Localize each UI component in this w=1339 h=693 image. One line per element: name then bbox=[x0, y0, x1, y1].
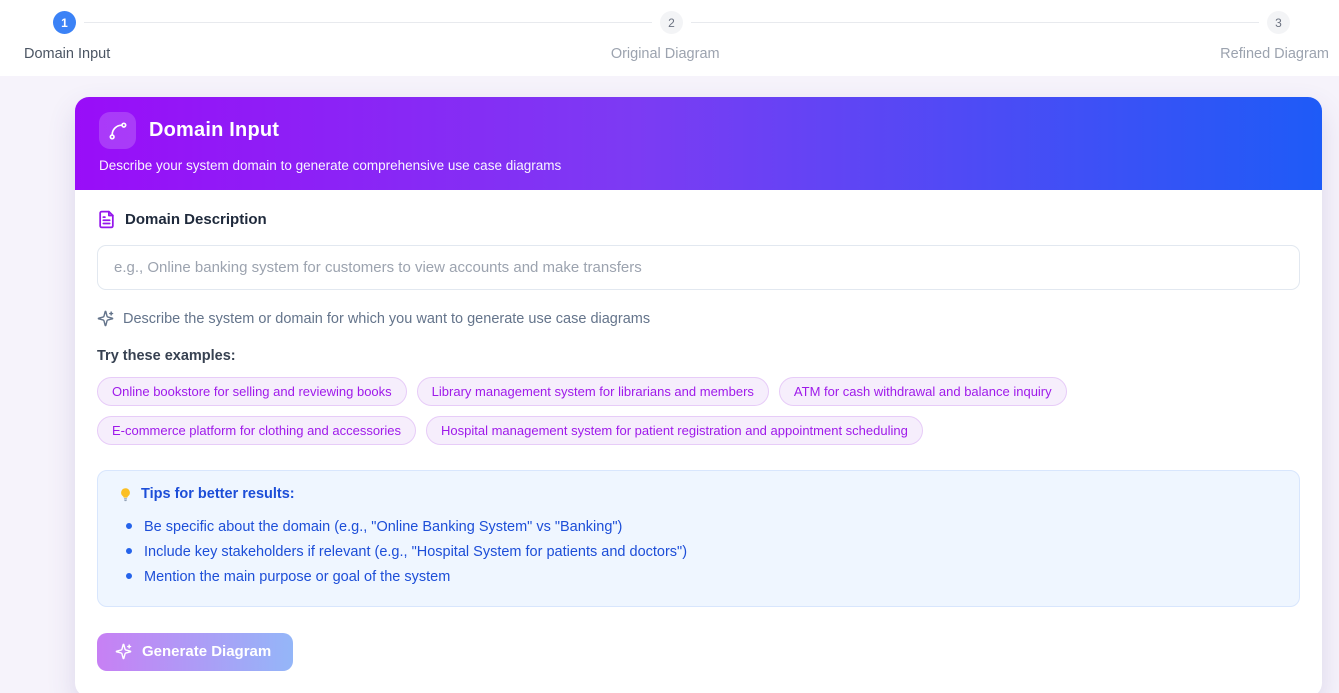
bullet-dot bbox=[126, 572, 132, 579]
lightbulb-icon bbox=[118, 487, 133, 502]
bullet-dot bbox=[126, 547, 132, 554]
step-connector bbox=[84, 22, 652, 23]
step-label-refined-diagram: Refined Diagram bbox=[1220, 46, 1329, 62]
sparkles-icon bbox=[115, 643, 132, 660]
card-subtitle: Describe your system domain to generate … bbox=[99, 158, 562, 173]
stepper-labels: Domain Input Original Diagram Refined Di… bbox=[0, 34, 1339, 62]
tips-heading: Tips for better results: bbox=[141, 486, 295, 502]
card-body: Domain Description Describe the system o… bbox=[75, 190, 1322, 693]
domain-description-input[interactable] bbox=[97, 245, 1300, 290]
card-title: Domain Input bbox=[149, 119, 280, 141]
example-chip-bookstore[interactable]: Online bookstore for selling and reviewi… bbox=[97, 377, 407, 406]
header-icon-box bbox=[99, 112, 136, 149]
step-circle-domain-input: 1 bbox=[53, 11, 76, 34]
helper-text: Describe the system or domain for which … bbox=[123, 310, 651, 327]
document-icon bbox=[97, 210, 116, 229]
tips-list: Be specific about the domain (e.g., "Onl… bbox=[118, 514, 1279, 589]
step-label-original-diagram: Original Diagram bbox=[610, 46, 720, 62]
wizard-stepper: 1 2 3 Domain Input Original Diagram Refi… bbox=[0, 0, 1339, 76]
tip-item: Be specific about the domain (e.g., "Onl… bbox=[118, 514, 1279, 539]
step-connector bbox=[691, 22, 1259, 23]
example-chip-hospital[interactable]: Hospital management system for patient r… bbox=[426, 416, 923, 445]
bullet-dot bbox=[126, 522, 132, 529]
generate-button-label: Generate Diagram bbox=[142, 643, 272, 660]
card-header: Domain Input Describe your system domain… bbox=[75, 97, 1322, 190]
tip-item: Include key stakeholders if relevant (e.… bbox=[118, 539, 1279, 564]
generate-diagram-button[interactable]: Generate Diagram bbox=[97, 633, 294, 671]
tips-box: Tips for better results: Be specific abo… bbox=[97, 470, 1300, 607]
stepper-track: 1 2 3 bbox=[0, 11, 1339, 34]
step-circle-refined-diagram: 3 bbox=[1267, 11, 1290, 34]
sparkles-icon bbox=[97, 310, 114, 327]
tip-item: Mention the main purpose or goal of the … bbox=[118, 564, 1279, 589]
example-chip-library[interactable]: Library management system for librarians… bbox=[416, 377, 769, 406]
step-label-domain-input: Domain Input bbox=[24, 46, 111, 62]
step-circle-original-diagram: 2 bbox=[660, 11, 683, 34]
example-chip-ecommerce[interactable]: E-commerce platform for clothing and acc… bbox=[97, 416, 417, 445]
spline-branch-icon bbox=[108, 121, 128, 141]
example-chips: Online bookstore for selling and reviewi… bbox=[97, 377, 1300, 445]
example-chip-atm[interactable]: ATM for cash withdrawal and balance inqu… bbox=[778, 377, 1067, 406]
domain-input-card: Domain Input Describe your system domain… bbox=[75, 97, 1322, 693]
domain-description-label: Domain Description bbox=[125, 211, 267, 228]
examples-heading: Try these examples: bbox=[97, 348, 236, 364]
